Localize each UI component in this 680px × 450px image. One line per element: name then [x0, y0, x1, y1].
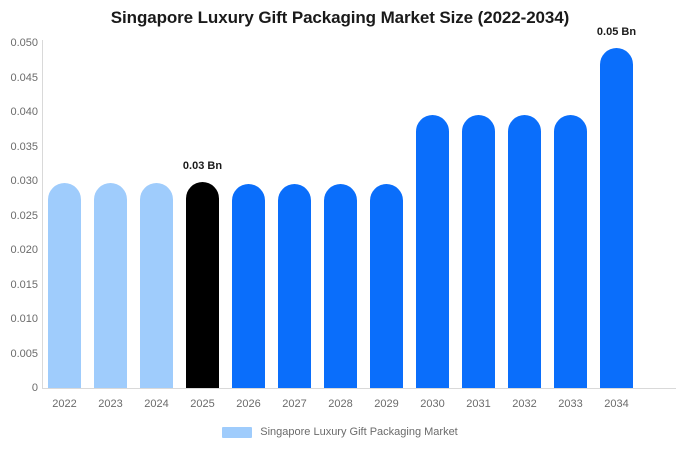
y-axis-tick-label: 0.025 [10, 209, 38, 222]
x-axis-tick-label-2022: 2022 [52, 398, 77, 410]
y-axis-tick-label: 0.035 [10, 140, 38, 153]
y-axis-tick-label: 0.045 [10, 71, 38, 84]
y-axis-tick-label: 0.030 [10, 175, 38, 187]
bar-2028[interactable] [324, 183, 357, 388]
y-axis-line [42, 40, 43, 389]
x-axis-tick-label-2024: 2024 [144, 398, 169, 410]
bar-value-label-2025: 0.03 Bn [182, 160, 223, 173]
bar-2033[interactable] [554, 115, 587, 388]
x-axis-tick-label-2034: 2034 [604, 398, 629, 410]
legend-label: Singapore Luxury Gift Packaging Market [260, 426, 458, 438]
y-axis-tick-label: 0.040 [10, 106, 38, 118]
chart-title: Singapore Luxury Gift Packaging Market S… [110, 8, 570, 27]
bar-2025[interactable] [186, 182, 219, 388]
x-axis-tick-label-2027: 2027 [282, 398, 307, 410]
bar-2032[interactable] [508, 115, 541, 388]
x-axis-tick-label-2031: 2031 [466, 398, 491, 410]
bar-2024[interactable] [140, 183, 173, 388]
bar-2023[interactable] [94, 183, 127, 388]
bar-2029[interactable] [370, 183, 403, 388]
x-axis-tick-label-2030: 2030 [420, 398, 445, 410]
x-axis-tick-label-2023: 2023 [98, 398, 123, 410]
plot-area [42, 43, 676, 388]
x-axis-tick-label-2029: 2029 [374, 398, 399, 410]
legend-swatch-icon [222, 426, 253, 438]
bar-value-label-2034: 0.05 Bn [596, 25, 637, 38]
bar-2030[interactable] [416, 114, 449, 388]
chart-legend: Singapore Luxury Gift Packaging Market [0, 426, 680, 438]
y-axis-tick-label: 0.015 [10, 278, 38, 291]
x-axis-tick-label-2028: 2028 [328, 398, 353, 410]
bar-2031[interactable] [462, 115, 495, 388]
bar-2027[interactable] [278, 183, 311, 388]
x-axis-tick-label-2032: 2032 [512, 398, 537, 410]
bar-2022[interactable] [48, 183, 81, 388]
bar-2026[interactable] [232, 183, 265, 388]
x-axis-line [42, 388, 676, 389]
bar-2034[interactable] [600, 47, 633, 388]
y-axis-tick-label: 0.005 [10, 347, 38, 360]
y-axis-tick-label: 0.010 [10, 313, 38, 325]
x-axis-tick-label-2025: 2025 [190, 398, 215, 410]
x-axis-tick-label-2026: 2026 [236, 398, 261, 410]
y-axis-tick-label: 0 [31, 382, 38, 394]
y-axis-tick-label: 0.050 [10, 37, 38, 49]
y-axis-tick-labels: 0 0.005 0.010 0.015 0.020 0.025 0.030 0.035 0.04… [0, 0, 38, 450]
y-axis-tick-label: 0.020 [10, 244, 38, 256]
x-axis-tick-label-2033: 2033 [558, 398, 583, 410]
